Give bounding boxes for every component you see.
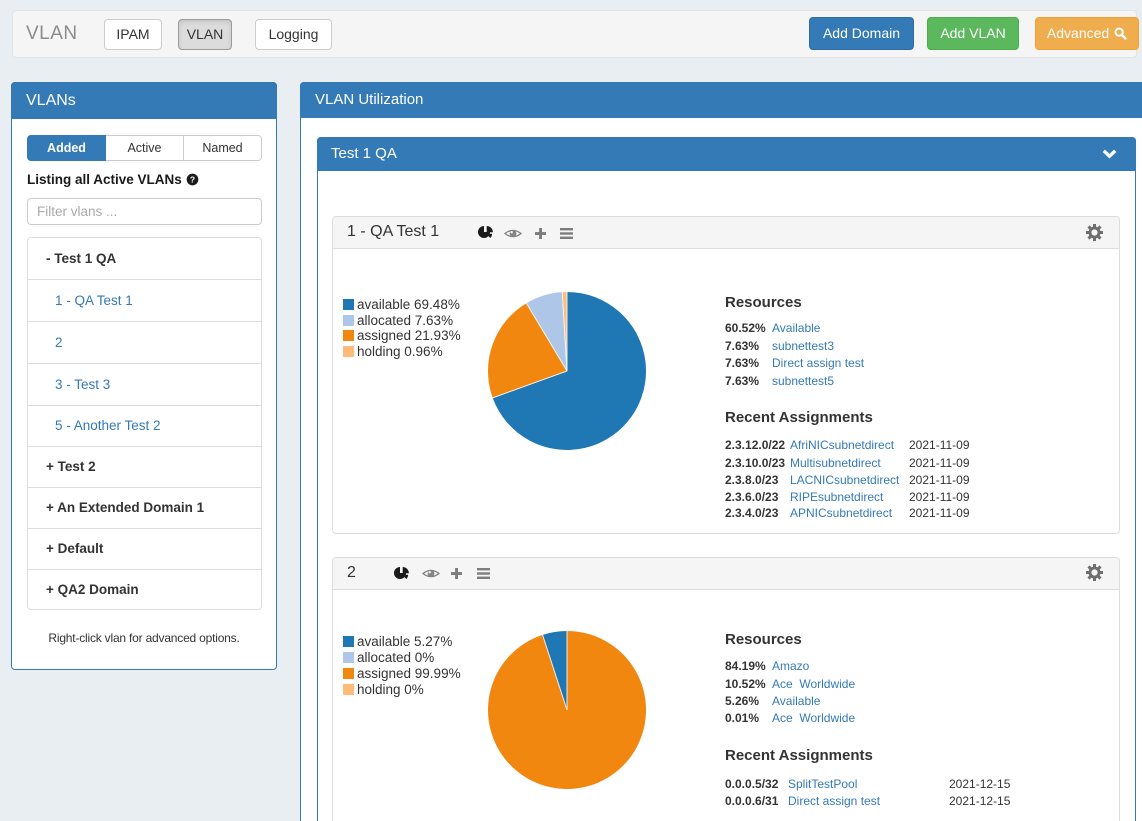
svg-text:?: ? (189, 174, 194, 184)
